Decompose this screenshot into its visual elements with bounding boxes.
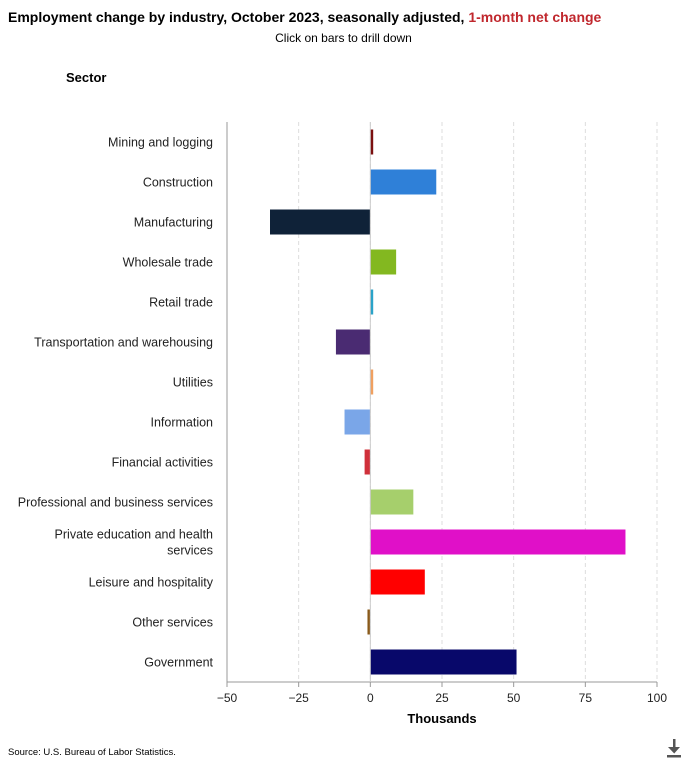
category-label: Wholesale trade	[123, 256, 213, 270]
category-label: Other services	[132, 616, 213, 630]
bar[interactable]	[367, 609, 371, 635]
x-tick-label: 50	[507, 691, 521, 705]
bar[interactable]	[270, 209, 371, 235]
bar[interactable]	[370, 169, 437, 195]
x-tick-label: 25	[435, 691, 449, 705]
chart-subtitle: Click on bars to drill down	[275, 31, 412, 45]
x-tick-label: 0	[367, 691, 374, 705]
download-icon[interactable]	[664, 737, 684, 759]
category-label: Professional and business services	[18, 496, 213, 510]
x-tick-label: 75	[579, 691, 593, 705]
bar[interactable]	[370, 369, 374, 395]
x-tick-label: 100	[647, 691, 667, 705]
bar[interactable]	[370, 529, 626, 555]
category-label: Transportation and warehousing	[34, 336, 213, 350]
x-tick-label: −25	[288, 691, 309, 705]
bar-chart: Mining and logging Construction Manufactur…	[18, 122, 667, 726]
chart-title-main: Employment change by industry, October 2…	[8, 9, 465, 25]
category-label: Construction	[143, 176, 213, 190]
bar[interactable]	[370, 289, 374, 315]
category-label: Leisure and hospitality	[89, 576, 214, 590]
x-tick-label: −50	[217, 691, 238, 705]
bar[interactable]	[370, 649, 517, 675]
bar[interactable]	[370, 489, 414, 515]
category-label: Information	[150, 416, 213, 430]
category-label: Government	[144, 656, 213, 670]
category-label: Mining and logging	[108, 136, 213, 150]
bar[interactable]	[370, 249, 397, 275]
bar[interactable]	[370, 129, 374, 155]
x-axis-title: Thousands	[407, 711, 476, 726]
bar[interactable]	[370, 569, 425, 595]
category-label: Manufacturing	[134, 216, 213, 230]
bar[interactable]	[364, 449, 371, 475]
y-axis-group-label: Sector	[66, 70, 107, 85]
category-label: Financial activities	[112, 456, 213, 470]
category-label: Private education and health services	[55, 528, 213, 558]
bar[interactable]	[344, 409, 371, 435]
category-label: Utilities	[173, 376, 213, 390]
bar[interactable]	[335, 329, 371, 355]
category-label: Retail trade	[149, 296, 213, 310]
chart-title: Employment change by industry, October 2…	[8, 9, 601, 25]
chart-title-accent: 1-month net change	[468, 9, 602, 25]
source-note: Source: U.S. Bureau of Labor Statistics.	[8, 747, 176, 758]
